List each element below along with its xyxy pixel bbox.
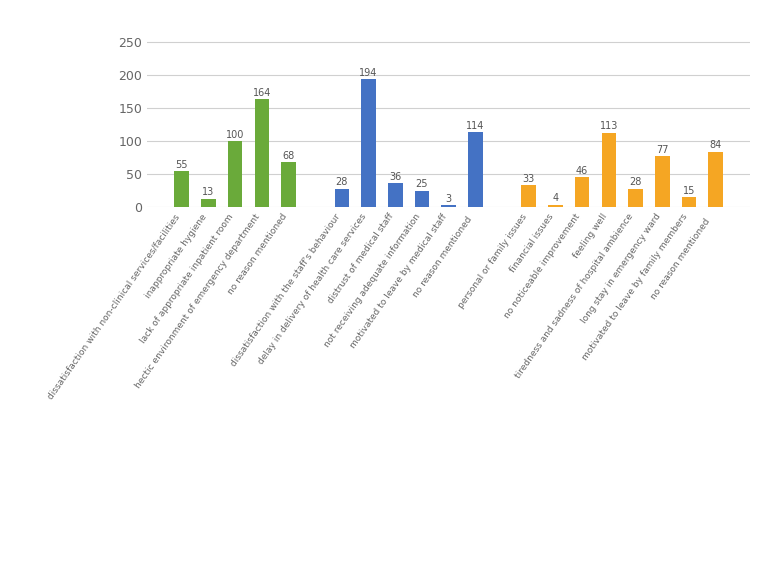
Text: 55: 55 [176,160,188,170]
Bar [601,133,616,207]
Bar [255,99,269,207]
Bar [362,79,376,207]
Text: 3: 3 [446,194,451,204]
Text: 36: 36 [389,172,401,182]
Text: 113: 113 [600,121,618,132]
Text: 13: 13 [202,188,215,197]
Bar [575,177,590,207]
Bar [388,183,403,207]
Text: 28: 28 [336,178,348,188]
Text: 100: 100 [226,130,244,140]
Bar [441,205,456,207]
Bar [228,141,242,207]
Bar [708,152,723,207]
Text: 28: 28 [629,178,642,188]
Text: 4: 4 [552,193,558,203]
Text: 114: 114 [466,121,484,130]
Text: 194: 194 [359,68,378,78]
Text: 46: 46 [576,166,588,175]
Text: 68: 68 [283,151,294,161]
Bar [682,197,697,207]
Bar [415,191,430,207]
Bar [628,189,643,207]
Text: 33: 33 [522,174,535,184]
Bar [174,171,189,207]
Text: 25: 25 [415,179,428,189]
Bar [468,132,483,207]
Text: 77: 77 [656,145,669,155]
Bar [548,205,563,207]
Text: 15: 15 [683,186,695,196]
Text: 164: 164 [253,88,271,98]
Bar [281,162,296,207]
Bar [522,185,536,207]
Text: 84: 84 [709,140,722,151]
Bar [201,198,216,207]
Bar [334,189,349,207]
Bar [655,156,669,207]
